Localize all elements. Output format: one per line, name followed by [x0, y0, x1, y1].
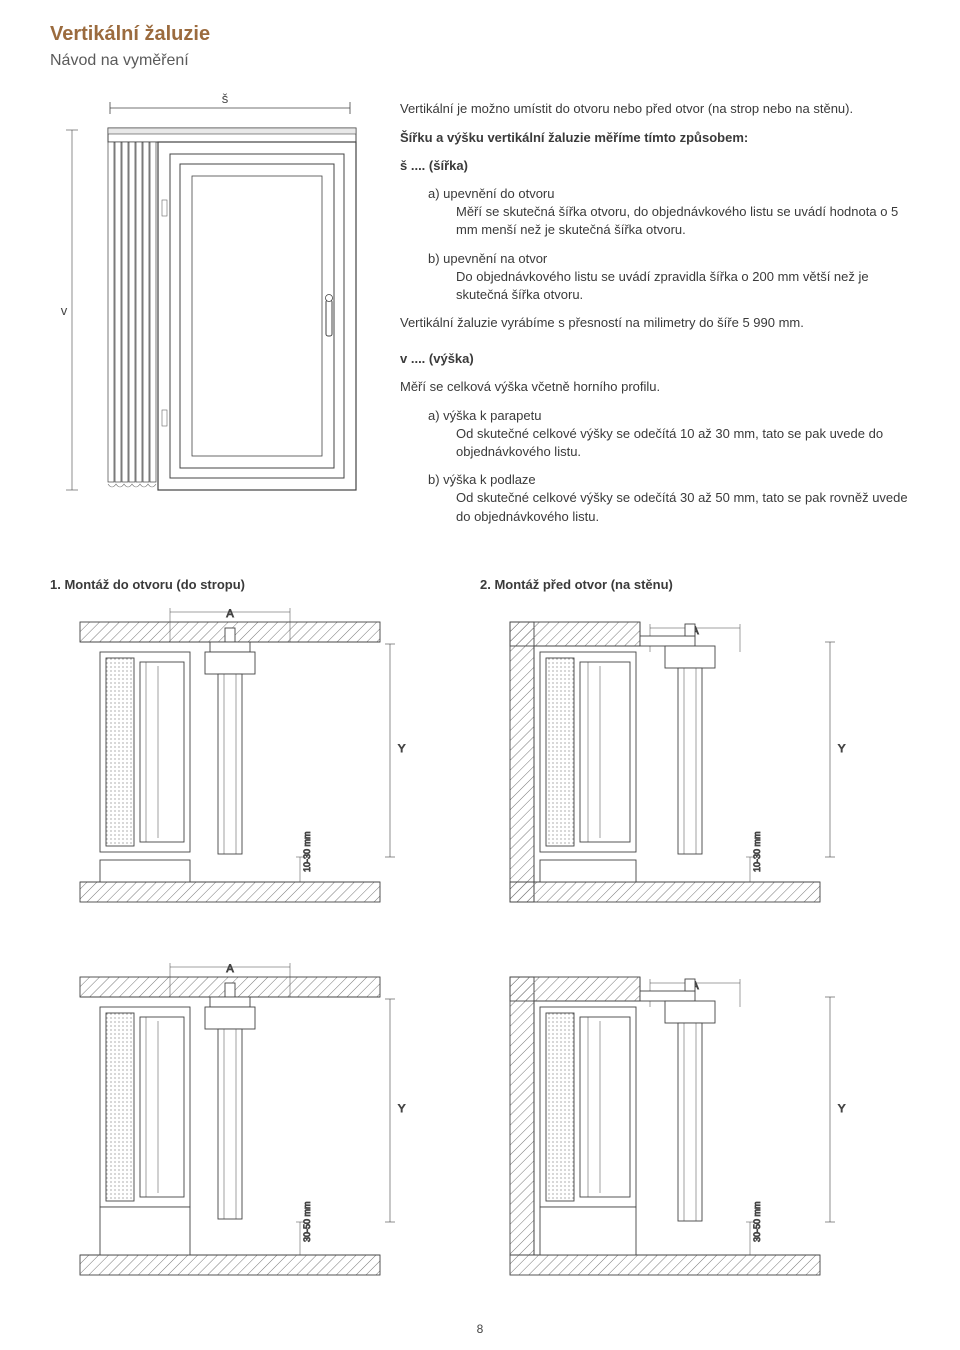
svg-text:Y: Y	[838, 1103, 846, 1115]
mount-title-1: 1. Montáž do otvoru (do stropu)	[50, 576, 480, 594]
page-subtitle: Návod na vyměření	[50, 50, 910, 72]
svg-text:A: A	[226, 608, 234, 620]
instructions: Vertikální je možno umístit do otvoru ne…	[400, 90, 910, 535]
svg-text:30-50 mm: 30-50 mm	[302, 1201, 312, 1242]
width-b-text: Do objednávkového listu se uvádí zpravid…	[400, 268, 910, 304]
width-note: Vertikální žaluzie vyrábíme s přesností …	[400, 314, 910, 332]
height-b-label: b) výška k podlaze	[400, 471, 910, 489]
measurement-section: š v	[50, 90, 910, 535]
mounting-section-floor: A Y	[50, 957, 910, 1287]
mount-title-2: 2. Montáž před otvor (na stěnu)	[480, 576, 910, 594]
svg-text:A: A	[226, 963, 234, 975]
svg-text:Y: Y	[398, 1103, 406, 1115]
page-number: 8	[477, 1321, 484, 1338]
mount-col-3: A Y	[50, 957, 480, 1287]
height-a-label: a) výška k parapetu	[400, 407, 910, 425]
svg-text:10-30 mm: 10-30 mm	[302, 831, 312, 872]
mount-diagram-3: A Y	[50, 957, 470, 1287]
page-title: Vertikální žaluzie	[50, 20, 910, 48]
width-b-label: b) upevnění na otvor	[400, 250, 910, 268]
mounting-section: 1. Montáž do otvoru (do stropu) A	[50, 576, 910, 932]
svg-text:Y: Y	[838, 743, 846, 755]
intro-p1: Vertikální je možno umístit do otvoru ne…	[400, 100, 910, 118]
mount-col-4: A Y	[480, 957, 910, 1287]
mount-col-2: 2. Montáž před otvor (na stěnu) A	[480, 576, 910, 932]
mount-col-1: 1. Montáž do otvoru (do stropu) A	[50, 576, 480, 932]
label-v: v	[61, 303, 68, 318]
label-s: š	[222, 91, 229, 106]
height-intro: Měří se celková výška včetně horního pro…	[400, 378, 910, 396]
svg-text:10-30 mm: 10-30 mm	[752, 831, 762, 872]
height-label: v .... (výška)	[400, 350, 910, 368]
height-b-text: Od skutečné celkové výšky se odečítá 30 …	[400, 489, 910, 525]
svg-text:30-50 mm: 30-50 mm	[752, 1201, 762, 1242]
mount-diagram-4: A Y	[480, 957, 900, 1287]
svg-text:Y: Y	[398, 743, 406, 755]
window-diagram: š v	[50, 90, 370, 535]
mount-diagram-2: A Y	[480, 602, 900, 932]
mount-diagram-1: A Y	[50, 602, 470, 932]
width-a-text: Měří se skutečná šířka otvoru, do objedn…	[400, 203, 910, 239]
width-label: š .... (šířka)	[400, 157, 910, 175]
height-a-text: Od skutečné celkové výšky se odečítá 10 …	[400, 425, 910, 461]
intro-p2: Šířku a výšku vertikální žaluzie měříme …	[400, 129, 910, 147]
width-a-label: a) upevnění do otvoru	[400, 185, 910, 203]
